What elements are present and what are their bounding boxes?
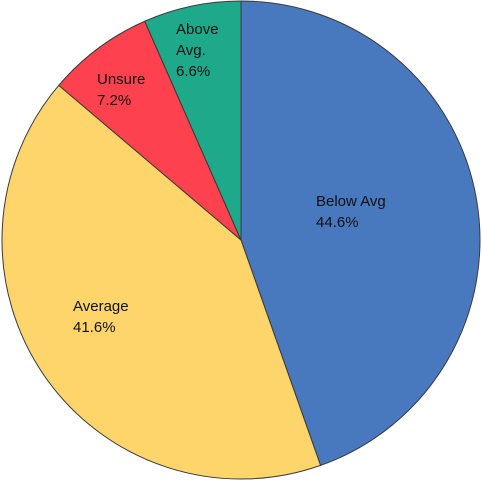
pie-slice-average bbox=[1, 84, 322, 480]
slice-label-above-avg: Above Avg. 6.6% bbox=[176, 21, 219, 80]
slice-label-below-avg: Below Avg 44.6% bbox=[316, 193, 386, 231]
slice-label-unsure: Unsure 7.2% bbox=[97, 71, 145, 109]
pie-slice-unsure bbox=[58, 20, 242, 241]
slice-label-average: Average 41.6% bbox=[73, 298, 129, 336]
pie-slice-above-avg bbox=[144, 0, 242, 241]
pie-slice-below-avg bbox=[240, 0, 481, 467]
pie-labels: Below Avg 44.6% Average 41.6% Unsure 7.2% Abov… bbox=[73, 21, 386, 336]
